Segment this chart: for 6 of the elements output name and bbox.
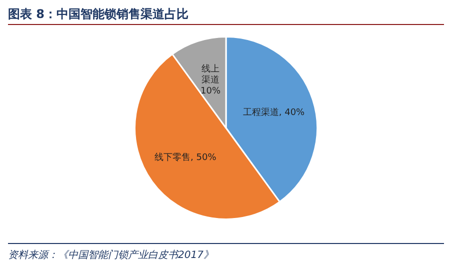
slice-label: 工程渠道, 40% bbox=[242, 106, 306, 118]
text: 资料来源：《中国智能门锁产业白皮书2017》 bbox=[8, 248, 214, 262]
chart-title: 图表 8：中国智能锁销售渠道占比 bbox=[8, 6, 189, 23]
data-label: 10% bbox=[200, 86, 221, 97]
slice-label: 线下零售, 50% bbox=[154, 152, 217, 163]
slice-label: 线上渠道 bbox=[201, 64, 220, 86]
